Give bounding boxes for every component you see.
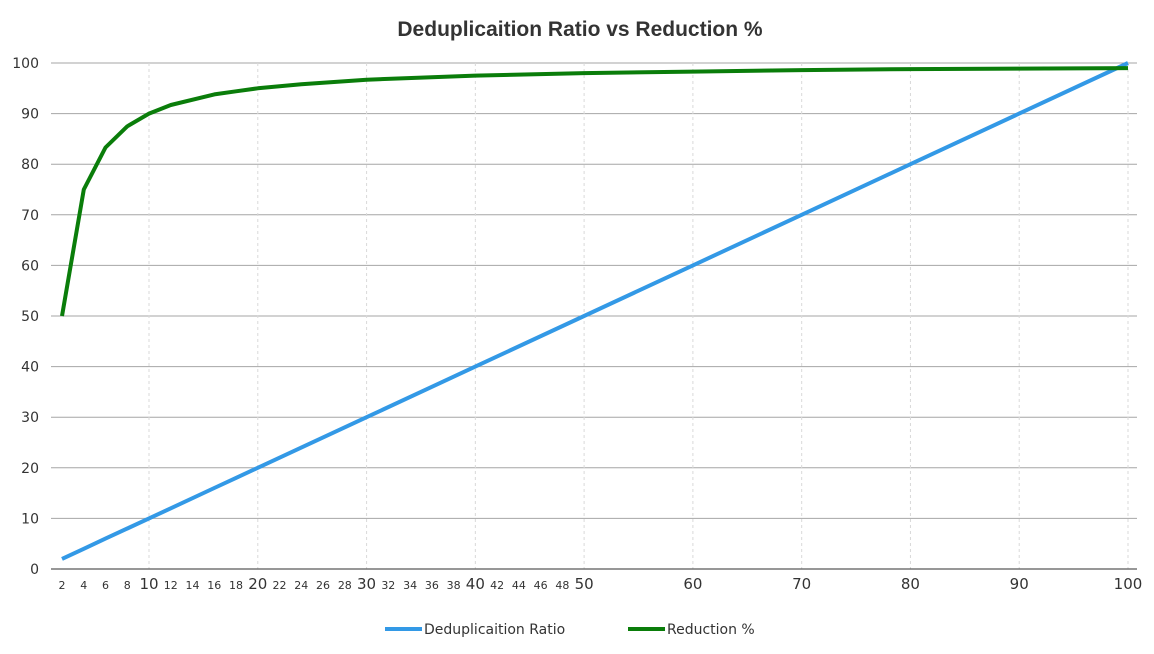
x-tick-label: 24	[294, 579, 308, 592]
series-group	[60, 61, 1129, 561]
x-tick-label: 14	[186, 579, 200, 592]
x-tick-label: 26	[316, 579, 330, 592]
y-tick-label: 100	[12, 56, 39, 72]
y-tick-label: 20	[21, 461, 39, 477]
legend-label-reduction: Reduction %	[667, 622, 755, 638]
grid	[51, 62, 1137, 569]
y-tick-label: 10	[21, 511, 39, 527]
x-tick-label: 38	[447, 579, 461, 592]
x-tick-label-major: 10	[139, 575, 158, 593]
x-tick-label-major: 50	[575, 575, 594, 593]
y-tick-label: 30	[21, 410, 39, 426]
x-tick-label: 28	[338, 579, 352, 592]
x-tick-label: 46	[534, 579, 548, 592]
x-tick-label: 32	[381, 579, 395, 592]
x-tick-label: 6	[102, 579, 109, 592]
x-tick-label-major: 60	[683, 575, 702, 593]
x-tick-label-major: 30	[357, 575, 376, 593]
y-tick-label: 80	[21, 157, 39, 173]
x-tick-label-major: 90	[1010, 575, 1029, 593]
x-tick-label-major: 100	[1114, 575, 1143, 593]
legend: Deduplicaition Ratio Reduction %	[385, 622, 755, 638]
x-tick-label: 42	[490, 579, 504, 592]
x-tick-label: 12	[164, 579, 178, 592]
x-tick-label: 18	[229, 579, 243, 592]
y-tick-label: 90	[21, 107, 39, 123]
x-tick-label-major: 70	[792, 575, 811, 593]
x-tick-label: 2	[59, 579, 66, 592]
chart-title: Deduplicaition Ratio vs Reduction %	[397, 18, 763, 41]
y-tick-label: 40	[21, 360, 39, 376]
x-tick-label: 44	[512, 579, 526, 592]
x-tick-label: 16	[207, 579, 221, 592]
x-tick-label-major: 80	[901, 575, 920, 593]
y-tick-label: 50	[21, 309, 39, 325]
x-tick-label: 8	[124, 579, 131, 592]
x-tick-label-major: 20	[248, 575, 267, 593]
y-tick-label: 0	[30, 562, 39, 578]
x-tick-label: 22	[273, 579, 287, 592]
x-tick-label: 4	[80, 579, 87, 592]
x-tick-label-major: 40	[466, 575, 485, 593]
x-tick-label: 34	[403, 579, 417, 592]
y-tick-label: 60	[21, 258, 39, 274]
series-line-reduction	[60, 66, 1129, 317]
x-tick-label: 36	[425, 579, 439, 592]
y-tick-label: 70	[21, 208, 39, 224]
series-line-dedup-ratio	[61, 61, 1129, 561]
x-tick-label: 48	[555, 579, 569, 592]
legend-label-dedup-ratio: Deduplicaition Ratio	[424, 622, 565, 638]
